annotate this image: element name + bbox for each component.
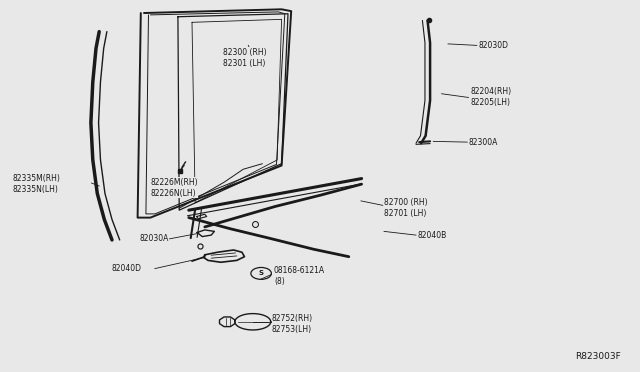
Text: 82226M(RH)
82226N(LH): 82226M(RH) 82226N(LH): [150, 178, 198, 198]
Text: 82030A: 82030A: [140, 234, 169, 243]
Text: 82030D: 82030D: [479, 41, 509, 50]
Text: 82300A: 82300A: [468, 138, 498, 147]
Text: S: S: [259, 270, 264, 276]
Text: R823003F: R823003F: [575, 352, 621, 361]
Text: 82700 (RH)
82701 (LH): 82700 (RH) 82701 (LH): [384, 198, 428, 218]
Text: 82300 (RH)
82301 (LH): 82300 (RH) 82301 (LH): [223, 48, 266, 68]
Text: 82040B: 82040B: [417, 231, 447, 240]
Text: 82204(RH)
82205(LH): 82204(RH) 82205(LH): [470, 87, 511, 107]
Text: 08168-6121A
(8): 08168-6121A (8): [274, 266, 325, 286]
Text: 82752(RH)
82753(LH): 82752(RH) 82753(LH): [272, 314, 313, 334]
Text: 82335M(RH)
82335N(LH): 82335M(RH) 82335N(LH): [13, 174, 61, 194]
Text: 82040D: 82040D: [112, 264, 142, 273]
